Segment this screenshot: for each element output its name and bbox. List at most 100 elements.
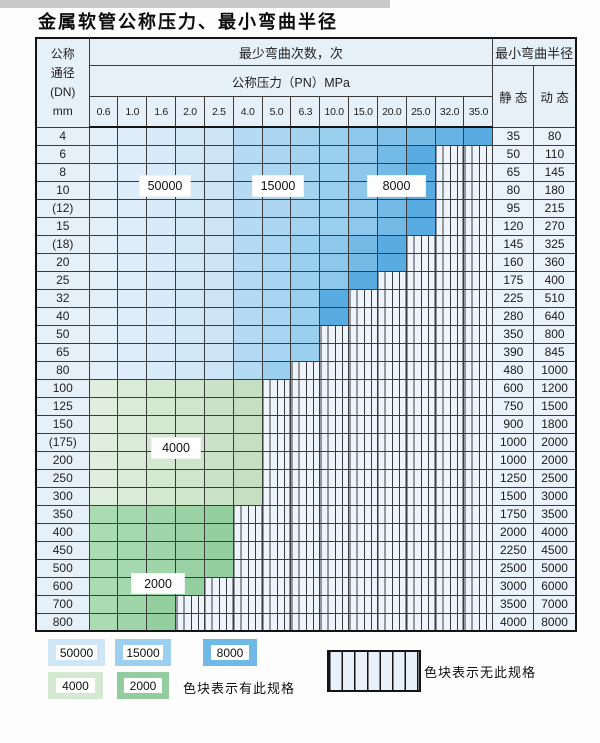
pressure-cell <box>261 198 292 218</box>
pressure-cell <box>290 252 321 272</box>
pressure-cell <box>434 468 465 488</box>
pressure-cell <box>319 432 350 452</box>
pressure-cell <box>146 360 177 380</box>
pressure-cell <box>290 270 321 290</box>
pressure-cell <box>405 396 436 416</box>
static-value: 2000 <box>492 522 535 542</box>
pressure-col-header: 10.0 <box>319 96 350 128</box>
table-row: 25 175 400 <box>35 270 577 290</box>
dn-row-header: 800 <box>35 612 90 632</box>
pressure-cell <box>203 486 234 506</box>
pressure-cell <box>88 396 119 416</box>
pressure-cell <box>319 270 350 290</box>
pressure-cell <box>117 126 148 146</box>
pressure-cell <box>146 468 177 488</box>
dynamic-value: 1500 <box>533 396 577 416</box>
static-value: 750 <box>492 396 535 416</box>
table-row: 150 900 1800 <box>35 414 577 434</box>
pressure-cell <box>232 252 263 272</box>
dynamic-value: 325 <box>533 234 577 254</box>
legend-no-spec-text: 色块表示无此规格 <box>424 665 537 680</box>
pressure-cell <box>146 306 177 326</box>
pressure-col-header: 1.0 <box>117 96 148 128</box>
pressure-cell <box>319 396 350 416</box>
table-row: 350 1750 3500 <box>35 504 577 524</box>
pressure-col-header: 0.6 <box>88 96 119 128</box>
pressure-cell <box>232 342 263 362</box>
legend-swatch-8000: 8000 <box>203 639 257 666</box>
pressure-cell <box>261 216 292 236</box>
pressure-cell <box>232 126 263 146</box>
pressure-cell <box>376 522 407 542</box>
static-value: 900 <box>492 414 535 434</box>
dynamic-value: 400 <box>533 270 577 290</box>
pressure-cell <box>348 558 378 578</box>
pressure-cell <box>203 594 234 614</box>
pressure-cell <box>376 252 407 272</box>
static-value: 1250 <box>492 468 535 488</box>
pressure-cell <box>88 180 119 200</box>
pressure-cell <box>434 576 465 596</box>
dn-row-header: 150 <box>35 414 90 434</box>
pressure-cell <box>405 144 436 164</box>
dynamic-value: 640 <box>533 306 577 326</box>
pressure-cell <box>146 486 177 506</box>
dynamic-value: 8000 <box>533 612 577 632</box>
static-value: 95 <box>492 198 535 218</box>
pressure-cell <box>348 450 378 470</box>
dn-row-header: 20 <box>35 252 90 272</box>
pressure-cell <box>261 594 292 614</box>
pressure-cell <box>290 612 321 632</box>
pressure-cell <box>88 126 119 146</box>
pressure-cell <box>290 540 321 560</box>
spec-table-wrapper: 公称 通径 (DN) mm 最少弯曲次数，次 最小弯曲半径 公称压力（PN）MPa 静… <box>35 37 577 632</box>
pressure-cell <box>175 252 205 272</box>
pressure-cell <box>434 396 465 416</box>
pressure-cell <box>203 468 234 488</box>
pressure-cell <box>290 234 321 254</box>
pressure-cell <box>146 540 177 560</box>
pressure-cell <box>232 504 263 524</box>
pressure-cell <box>376 216 407 236</box>
pressure-cell <box>319 342 350 362</box>
pressure-cell <box>376 540 407 560</box>
pressure-cell <box>117 414 148 434</box>
dn-row-header: (12) <box>35 198 90 218</box>
pressure-cell <box>434 432 465 452</box>
pressure-cell <box>434 378 465 398</box>
pressure-cell <box>348 486 378 506</box>
pressure-cell <box>88 540 119 560</box>
pressure-col-header: 5.0 <box>261 96 292 128</box>
dn-row-header: 350 <box>35 504 90 524</box>
static-value: 390 <box>492 342 535 362</box>
pressure-cell <box>376 270 407 290</box>
dynamic-value: 110 <box>533 144 577 164</box>
pressure-col-header: 4.0 <box>232 96 263 128</box>
pressure-cell <box>175 144 205 164</box>
pressure-cell <box>261 252 292 272</box>
static-value: 1000 <box>492 432 535 452</box>
pressure-cell <box>175 126 205 146</box>
pressure-cell <box>434 234 465 254</box>
static-value: 3500 <box>492 594 535 614</box>
pressure-cell <box>376 594 407 614</box>
pressure-cell <box>175 324 205 344</box>
pressure-cell <box>146 342 177 362</box>
table-row: 700 3500 7000 <box>35 594 577 614</box>
pressure-cell <box>376 504 407 524</box>
pressure-cell <box>117 594 148 614</box>
pressure-cell <box>463 432 494 452</box>
pressure-cell <box>319 486 350 506</box>
table-row: 20 160 360 <box>35 252 577 272</box>
pressure-cell <box>290 324 321 344</box>
dynamic-value: 2000 <box>533 450 577 470</box>
pressure-cell <box>348 324 378 344</box>
pressure-cell <box>376 360 407 380</box>
pressure-cell <box>463 594 494 614</box>
dynamic-value: 6000 <box>533 576 577 596</box>
pressure-cell <box>261 378 292 398</box>
pressure-cell <box>203 414 234 434</box>
pressure-cell <box>117 558 148 578</box>
pressure-cell <box>117 450 148 470</box>
dn-row-header: 25 <box>35 270 90 290</box>
